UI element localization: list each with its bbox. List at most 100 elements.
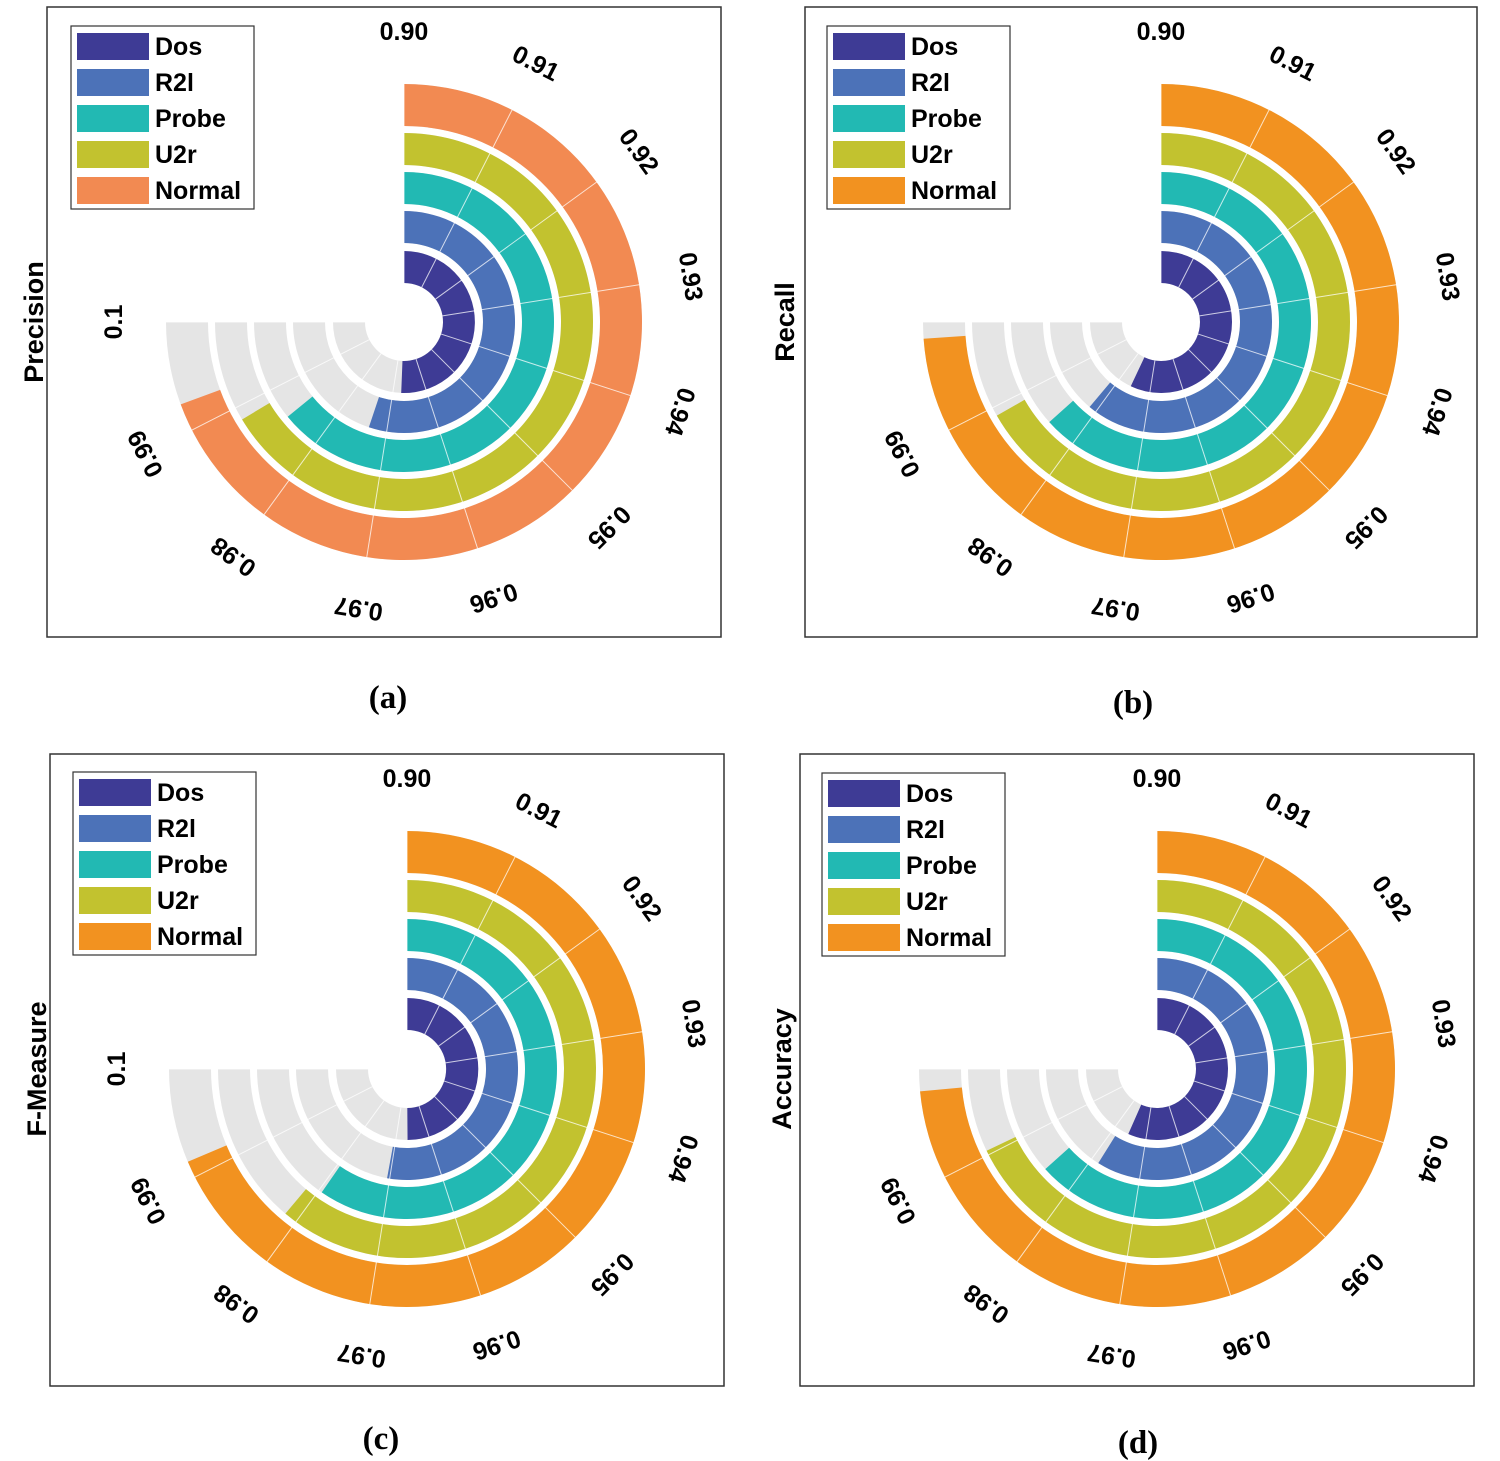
- tick-label: 0.1: [100, 305, 128, 340]
- legend-swatch-normal: [833, 177, 905, 204]
- legend-swatch-r2l: [833, 69, 905, 96]
- tick-label: 0.1: [103, 1052, 131, 1087]
- chart-panel-b: 0.900.910.920.930.940.950.960.970.980.99…: [770, 6, 1478, 721]
- legend-label-dos: Dos: [157, 779, 204, 807]
- legend-swatch-normal: [79, 923, 151, 950]
- legend-swatch-u2r: [77, 141, 149, 168]
- legend-label-dos: Dos: [911, 33, 958, 61]
- grid-line: [434, 1096, 576, 1238]
- legend-swatch-u2r: [833, 141, 905, 168]
- grid-line: [1168, 1105, 1232, 1296]
- chart-panel-a: 0.900.910.920.930.940.950.960.970.980.99…: [19, 6, 722, 716]
- legend-swatch-probe: [828, 852, 900, 879]
- grid-line: [431, 349, 573, 491]
- bar-r2l: [1098, 958, 1269, 1180]
- bar-dos: [1130, 251, 1233, 393]
- grid-line: [418, 1105, 482, 1296]
- grid-line: [1199, 284, 1397, 317]
- legend-label-u2r: U2r: [906, 888, 948, 916]
- legend-swatch-normal: [77, 177, 149, 204]
- bar-probe: [321, 919, 557, 1219]
- legend-label-probe: Probe: [155, 105, 226, 133]
- chart-panel-c: 0.900.910.920.930.940.950.960.970.980.99…: [22, 753, 725, 1457]
- y-axis-label: Accuracy: [767, 1008, 797, 1130]
- grid-line: [1193, 1080, 1384, 1144]
- legend-label-r2l: R2l: [157, 815, 196, 843]
- legend-swatch-u2r: [79, 887, 151, 914]
- grid-line: [369, 1107, 402, 1305]
- grid-line: [1197, 333, 1388, 397]
- legend: Dos R2l Probe U2r Normal: [826, 25, 1011, 210]
- grid-line: [1123, 360, 1156, 558]
- legend-label-r2l: R2l: [906, 816, 945, 844]
- grid-line: [1184, 1096, 1326, 1238]
- y-axis-label: Recall: [770, 282, 800, 362]
- grid-line: [442, 284, 640, 317]
- legend-label-u2r: U2r: [911, 141, 953, 169]
- y-axis-label: F-Measure: [22, 1001, 52, 1136]
- grid-line: [1172, 358, 1236, 549]
- legend-label-dos: Dos: [906, 780, 953, 808]
- grid-line: [415, 358, 479, 549]
- tick-label: 0.90: [1137, 18, 1186, 46]
- legend-label-probe: Probe: [911, 105, 982, 133]
- legend-label-normal: Normal: [906, 924, 992, 952]
- y-axis-label: Precision: [19, 261, 49, 383]
- grid-line: [944, 1086, 1123, 1178]
- grid-line: [1188, 349, 1330, 491]
- grid-line: [1195, 1031, 1393, 1064]
- grid-line: [445, 1031, 643, 1064]
- legend: Dos R2l Probe U2r Normal: [72, 771, 257, 956]
- tick-label: 0.90: [383, 765, 432, 793]
- legend-swatch-r2l: [79, 815, 151, 842]
- legend-label-u2r: U2r: [157, 887, 199, 915]
- legend-label-probe: Probe: [157, 851, 228, 879]
- legend-label-normal: Normal: [157, 923, 243, 951]
- grid-line: [1188, 928, 1350, 1047]
- grid-line: [1016, 1100, 1135, 1262]
- grid-line: [948, 339, 1127, 431]
- panel-caption: (a): [369, 680, 407, 716]
- grid-line: [421, 109, 513, 288]
- bar-probe: [1049, 172, 1312, 472]
- bar-probe: [287, 172, 555, 473]
- tick-label: 0.90: [380, 18, 429, 46]
- grid-line: [191, 339, 370, 431]
- legend-label-r2l: R2l: [911, 69, 950, 97]
- legend-swatch-probe: [833, 105, 905, 132]
- grid-line: [1192, 181, 1354, 300]
- grid-line: [1178, 109, 1270, 288]
- legend-swatch-u2r: [828, 888, 900, 915]
- legend-label-probe: Probe: [906, 852, 977, 880]
- legend-swatch-normal: [828, 924, 900, 951]
- legend-swatch-probe: [77, 105, 149, 132]
- grid-line: [263, 353, 382, 515]
- bar-dos: [401, 251, 475, 393]
- grid-line: [366, 360, 399, 558]
- grid-line: [194, 1086, 373, 1178]
- grid-line: [1174, 856, 1266, 1035]
- panel-caption: (d): [1118, 1425, 1158, 1461]
- legend-swatch-dos: [77, 33, 149, 60]
- legend-swatch-r2l: [77, 69, 149, 96]
- bar-r2l: [387, 958, 519, 1180]
- grid-line: [438, 928, 600, 1047]
- legend-swatch-probe: [79, 851, 151, 878]
- legend-label-r2l: R2l: [155, 69, 194, 97]
- grid-line: [443, 1080, 634, 1144]
- grid-line: [424, 856, 516, 1035]
- legend-swatch-dos: [833, 33, 905, 60]
- grid-line: [435, 181, 597, 300]
- legend: Dos R2l Probe U2r Normal: [821, 772, 1006, 957]
- legend: Dos R2l Probe U2r Normal: [70, 25, 255, 210]
- legend-swatch-dos: [79, 779, 151, 806]
- tick-label: 0.90: [1133, 765, 1182, 793]
- legend-label-normal: Normal: [155, 177, 241, 205]
- grid-line: [1119, 1107, 1152, 1305]
- bar-probe: [1045, 919, 1308, 1220]
- legend-label-dos: Dos: [155, 33, 202, 61]
- chart-panel-d: 0.900.910.920.930.940.950.960.970.980.99…: [767, 753, 1475, 1461]
- grid-line: [266, 1100, 385, 1262]
- panel-caption: (b): [1113, 685, 1153, 721]
